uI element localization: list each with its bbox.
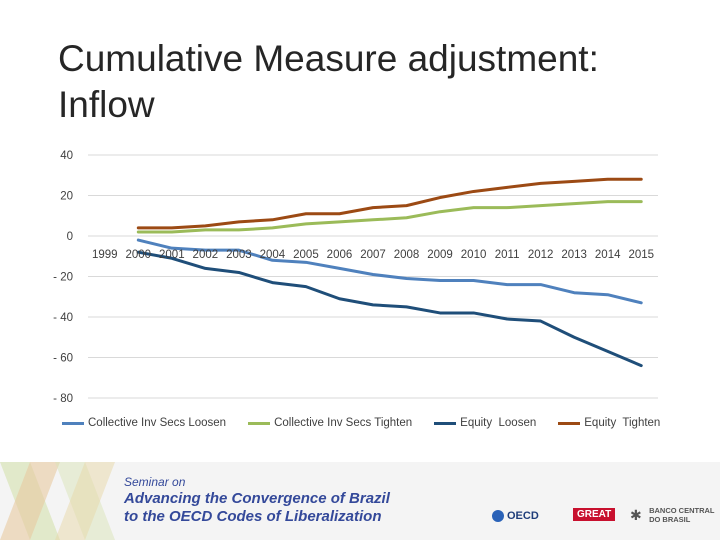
- x-tick-label: 2006: [327, 249, 353, 261]
- x-tick-label: 2013: [561, 249, 587, 261]
- great-logo-text: GREAT: [573, 508, 616, 521]
- x-tick-label: 2014: [595, 249, 621, 261]
- series-lines: [136, 177, 643, 368]
- bank-name-line2: DO BRASIL: [649, 515, 691, 524]
- series-line-0: [136, 238, 643, 305]
- y-tick-label: - 60: [53, 353, 73, 365]
- x-tick-label: 2002: [193, 249, 219, 261]
- x-tick-label: 1999: [92, 249, 118, 261]
- slide-title: Cumulative Measure adjustment: Inflow: [58, 36, 698, 128]
- x-tick-label: 2015: [628, 249, 654, 261]
- seminar-title-line2: to the OECD Codes of Liberalization: [124, 508, 382, 525]
- seminar-label: Seminar on: [124, 475, 186, 489]
- oecd-logo-text: OECD: [507, 510, 539, 522]
- legend-label: Equity Tighten: [584, 417, 661, 429]
- legend-swatch: [62, 421, 84, 425]
- x-tick-label: 2012: [528, 249, 554, 261]
- x-tick-label: 2009: [427, 249, 453, 261]
- bank-emblem-icon: ✱: [630, 507, 642, 523]
- y-axis-ticks: 40 20 0 - 20 - 40 - 60 - 80: [53, 150, 73, 405]
- x-tick-label: 2005: [293, 249, 319, 261]
- seminar-text: Seminar on Advancing the Convergence of …: [124, 474, 390, 526]
- x-tick-label: 2011: [495, 249, 520, 261]
- legend-label: Equity Loosen: [460, 417, 537, 429]
- legend-label: Collective Inv Secs Tighten: [274, 417, 413, 429]
- legend-swatch: [248, 421, 271, 425]
- legend-entry-0: Collective Inv Secs Loosen: [62, 417, 226, 429]
- x-axis-ticks: 1999 2000 2001 2002 2003 2004 2005 2006 2007 2008…: [92, 249, 654, 261]
- x-tick-label: 2008: [394, 249, 420, 261]
- y-tick-label: - 80: [53, 393, 73, 405]
- banco-central-logo: ✱ BANCO CENTRAL DO BRASIL: [630, 506, 715, 524]
- x-tick-label: 2000: [125, 249, 151, 261]
- seminar-title-line1: Advancing the Convergence of Brazil: [124, 490, 390, 507]
- y-tick-label: - 40: [53, 312, 73, 324]
- series-line-1: [136, 200, 643, 234]
- series-line-3: [136, 177, 643, 230]
- x-tick-label: 2001: [159, 249, 185, 261]
- bank-name-line1: BANCO CENTRAL: [649, 506, 715, 515]
- x-tick-label: 2003: [226, 249, 252, 261]
- slide-title-line1: Cumulative Measure adjustment:: [58, 38, 599, 79]
- gridlines: [88, 154, 658, 399]
- x-tick-label: 2004: [260, 249, 286, 261]
- y-tick-label: - 20: [53, 272, 73, 284]
- oecd-globe-icon: [492, 510, 504, 523]
- legend-entry-1: Collective Inv Secs Tighten: [248, 417, 412, 429]
- great-logo: GREAT: [573, 508, 616, 521]
- y-tick-label: 40: [60, 150, 73, 162]
- legend-entry-2: Equity Loosen: [434, 417, 536, 429]
- y-tick-label: 0: [67, 231, 73, 243]
- y-tick-label: 20: [60, 191, 73, 203]
- legend-entry-3: Equity Tighten: [558, 417, 660, 429]
- legend-label: Collective Inv Secs Loosen: [88, 417, 227, 429]
- slide-title-line2: Inflow: [58, 84, 155, 125]
- seminar-footer-banner: Seminar on Advancing the Convergence of …: [0, 462, 720, 540]
- legend-swatch: [558, 421, 581, 425]
- x-tick-label: 2007: [360, 249, 386, 261]
- x-tick-label: 2010: [461, 249, 487, 261]
- oecd-logo: OECD: [492, 510, 539, 523]
- line-chart: 40 20 0 - 20 - 40 - 60 - 80 1999 2000 2001 2002 20…: [53, 150, 658, 405]
- legend-swatch: [434, 421, 457, 425]
- chart-legend: Collective Inv Secs Loosen Collective Inv…: [62, 417, 660, 429]
- series-line-2: [136, 250, 643, 368]
- decorative-pattern-icon: [0, 462, 115, 540]
